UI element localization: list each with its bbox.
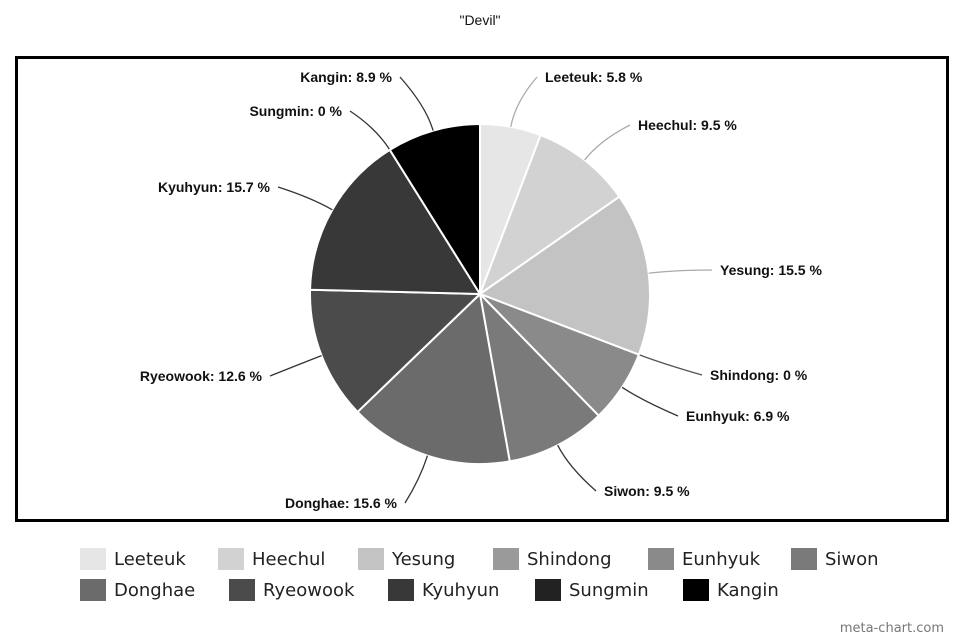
label-connector-leeteuk [510, 76, 538, 127]
watermark-text: meta-chart.com [839, 621, 944, 636]
slice-label-ryeowook: Ryeowook: 12.6 % [140, 368, 263, 384]
legend-item-yesung[interactable]: Yesung [358, 546, 455, 572]
legend-item-siwon[interactable]: Siwon [791, 546, 879, 572]
slice-label-leeteuk: Leeteuk: 5.8 % [545, 69, 643, 85]
slice-label-eunhyuk: Eunhyuk: 6.9 % [686, 408, 790, 424]
legend-swatch [358, 548, 384, 570]
legend-swatch [388, 579, 414, 601]
label-connector-kangin [399, 76, 434, 131]
legend-item-heechul[interactable]: Heechul [218, 546, 325, 572]
legend-label: Kyuhyun [422, 579, 500, 601]
pie-slice-heechul [477, 133, 621, 297]
legend-swatch [80, 579, 106, 601]
label-connector-siwon [557, 444, 597, 492]
slice-label-donghae: Donghae: 15.6 % [285, 495, 398, 511]
slice-label-sungmin: Sungmin: 0 % [249, 103, 342, 119]
legend-item-shindong[interactable]: Shindong [493, 546, 612, 572]
legend-item-leeteuk[interactable]: Leeteuk [80, 546, 186, 572]
legend-swatch [229, 579, 255, 601]
label-connector-ryeowook [269, 354, 322, 377]
pie-slice-siwon [478, 290, 601, 463]
legend-swatch [791, 548, 817, 570]
legend-item-ryeowook[interactable]: Ryeowook [229, 577, 354, 603]
legend-label: Kangin [717, 579, 779, 601]
legend-swatch [493, 548, 519, 570]
legend-label: Shindong [527, 548, 612, 570]
label-connector-donghae [404, 455, 429, 504]
legend-item-sungmin[interactable]: Sungmin [535, 577, 649, 603]
slice-label-kangin: Kangin: 8.9 % [300, 69, 392, 85]
slice-label-yesung: Yesung: 15.5 % [720, 262, 822, 278]
slice-label-siwon: Siwon: 9.5 % [604, 483, 690, 499]
legend-label: Sungmin [569, 579, 649, 601]
legend-swatch [218, 548, 244, 570]
legend-swatch [535, 579, 561, 601]
legend-swatch [683, 579, 709, 601]
pie-slice-yesung [477, 195, 651, 356]
label-connector-shindong [638, 353, 703, 376]
legend-item-kyuhyun[interactable]: Kyuhyun [388, 577, 499, 603]
legend-label: Ryeowook [263, 579, 355, 601]
chart-title: "Devil" [459, 12, 501, 28]
legend-label: Eunhyuk [682, 548, 761, 570]
legend-item-eunhyuk[interactable]: Eunhyuk [648, 546, 760, 572]
label-connector-heechul [584, 124, 631, 161]
legend-label: Heechul [252, 548, 326, 570]
pie-slice-kangin [388, 122, 481, 298]
slice-label-heechul: Heechul: 9.5 % [638, 117, 737, 133]
label-connector-sungmin [349, 110, 391, 151]
legend-label: Siwon [825, 548, 879, 570]
legend-label: Donghae [114, 579, 196, 601]
label-connector-kyuhyun [277, 186, 333, 211]
legend-label: Leeteuk [114, 548, 186, 570]
slice-label-kyuhyun: Kyuhyun: 15.7 % [158, 179, 271, 195]
legend-label: Yesung [392, 548, 456, 570]
label-connector-yesung [648, 269, 713, 274]
label-connector-eunhyuk [621, 386, 679, 417]
pie-slice-ryeowook [309, 288, 483, 414]
slice-label-shindong: Shindong: 0 % [710, 367, 808, 383]
pie-slice-kyuhyun [309, 148, 482, 296]
legend-swatch [648, 548, 674, 570]
legend-item-donghae[interactable]: Donghae [80, 577, 195, 603]
legend-item-kangin[interactable]: Kangin [683, 577, 779, 603]
legend-swatch [80, 548, 106, 570]
